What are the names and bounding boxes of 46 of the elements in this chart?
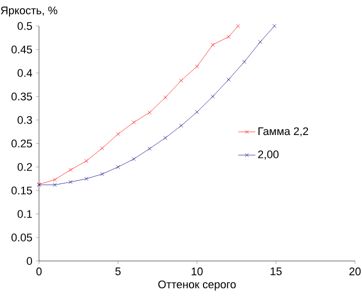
- point: [132, 120, 136, 124]
- y-tick-label: 0.1: [18, 210, 32, 218]
- point: [52, 178, 57, 182]
- y-tick-label: 0: [26, 257, 32, 265]
- point: [100, 146, 104, 150]
- point: [68, 168, 73, 172]
- legend-label: Гамма 2,2: [258, 127, 308, 136]
- point: [148, 146, 152, 151]
- point: [226, 34, 231, 39]
- y-tick-label: 0.05: [11, 234, 32, 242]
- x-tick-label: 20: [349, 268, 361, 276]
- point: [163, 95, 168, 100]
- y-tick-label: 0.2: [18, 163, 32, 171]
- point: [100, 172, 104, 176]
- point: [84, 158, 88, 163]
- x-tick-label: 10: [192, 268, 203, 276]
- point: [226, 78, 231, 82]
- point: [236, 24, 240, 28]
- point: [210, 42, 215, 47]
- point: [132, 157, 136, 161]
- point: [258, 40, 262, 44]
- y-tick-label: 0.35: [11, 92, 32, 100]
- y-tick-label: 0.25: [11, 140, 32, 148]
- point: [195, 64, 199, 68]
- point: [68, 180, 73, 184]
- point: [179, 78, 184, 82]
- x-tick-label: 15: [270, 268, 282, 276]
- y-axis-title: Яркость, %: [0, 6, 58, 16]
- point: [52, 182, 57, 187]
- x-tick-label: 0: [36, 268, 42, 276]
- y-tick-label: 0.15: [11, 186, 32, 194]
- point: [210, 94, 215, 98]
- y-tick-label: 0.5: [18, 22, 32, 30]
- point: [272, 24, 276, 28]
- point: [84, 176, 88, 181]
- point: [163, 136, 168, 140]
- point: [116, 132, 120, 136]
- point: [242, 60, 246, 64]
- x-axis-title: Оттенок серого: [158, 280, 236, 290]
- y-tick-label: 0.45: [11, 46, 32, 54]
- y-tick-label: 0.3: [18, 116, 32, 124]
- y-tick-label: 0.4: [18, 69, 32, 77]
- x-tick-label: 5: [115, 268, 121, 276]
- point: [179, 124, 184, 128]
- legend-label: 2,00: [258, 150, 279, 160]
- point: [148, 110, 152, 114]
